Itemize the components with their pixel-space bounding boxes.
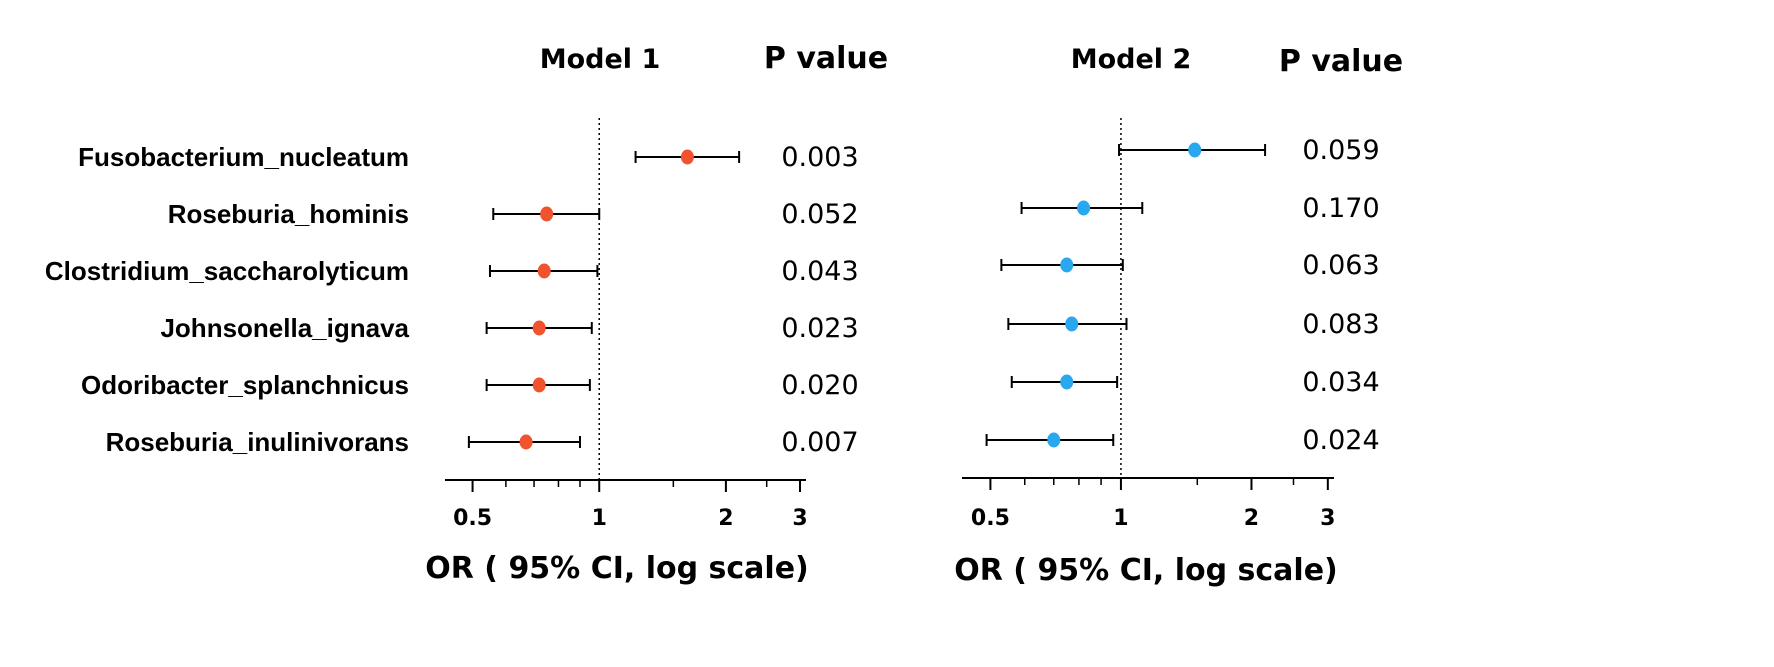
model-2-p-value-header: P value xyxy=(1279,44,1403,79)
model-2-p-value-roseburia-inulinivorans: 0.024 xyxy=(1302,425,1379,456)
model-1-or-point-roseburia-hominis xyxy=(540,206,554,222)
model-2-or-point-roseburia-inulinivorans xyxy=(1047,432,1061,448)
model-1-or-point-fusobacterium-nucleatum xyxy=(680,149,694,165)
model-1-x-axis-label: OR ( 95% CI, log scale) xyxy=(425,551,809,586)
model-2-or-point-roseburia-hominis xyxy=(1077,200,1091,216)
model-1-tick-label: 2 xyxy=(718,506,733,531)
model-2-p-value-clostridium-saccharolyticum: 0.063 xyxy=(1302,250,1379,281)
model-1-p-value-fusobacterium-nucleatum: 0.003 xyxy=(781,142,858,173)
model-1-title: Model 1 xyxy=(540,44,661,75)
model-2-tick-label: 3 xyxy=(1320,506,1335,531)
model-1-p-value-clostridium-saccharolyticum: 0.043 xyxy=(781,256,858,287)
model-1-p-value-odoribacter-splanchnicus: 0.020 xyxy=(781,370,858,401)
model-1-tick-label: 1 xyxy=(592,506,607,531)
model-1-or-point-johnsonella-ignava xyxy=(532,320,546,336)
row-label-clostridium-saccharolyticum: Clostridium_saccharolyticum xyxy=(45,256,409,286)
row-label-fusobacterium-nucleatum: Fusobacterium_nucleatum xyxy=(78,142,409,172)
model-1-or-point-clostridium-saccharolyticum xyxy=(537,263,551,279)
model-2-p-value-fusobacterium-nucleatum: 0.059 xyxy=(1302,135,1379,166)
model-2-or-point-clostridium-saccharolyticum xyxy=(1060,257,1074,273)
model-1-p-value-header: P value xyxy=(764,41,888,76)
model-2-p-value-odoribacter-splanchnicus: 0.034 xyxy=(1302,367,1379,398)
model-2-or-point-odoribacter-splanchnicus xyxy=(1060,374,1074,390)
model-2-title: Model 2 xyxy=(1071,44,1192,75)
model-2-tick-label: 0.5 xyxy=(971,506,1010,531)
model-1-p-value-roseburia-hominis: 0.052 xyxy=(781,199,858,230)
model-2-tick-label: 1 xyxy=(1113,506,1128,531)
model-1-or-point-roseburia-inulinivorans xyxy=(519,434,533,450)
row-label-johnsonella-ignava: Johnsonella_ignava xyxy=(160,313,409,343)
model-2-p-value-roseburia-hominis: 0.170 xyxy=(1302,193,1379,224)
model-2-or-point-johnsonella-ignava xyxy=(1065,316,1079,332)
model-2-x-axis-label: OR ( 95% CI, log scale) xyxy=(954,553,1338,588)
row-label-roseburia-inulinivorans: Roseburia_inulinivorans xyxy=(106,427,409,457)
model-1-p-value-johnsonella-ignava: 0.023 xyxy=(781,313,858,344)
model-1-tick-label: 0.5 xyxy=(453,506,492,531)
model-1-or-point-odoribacter-splanchnicus xyxy=(532,377,546,393)
model-1-tick-label: 3 xyxy=(792,506,807,531)
row-label-odoribacter-splanchnicus: Odoribacter_splanchnicus xyxy=(81,370,409,400)
model-2-tick-label: 2 xyxy=(1244,506,1259,531)
model-1-p-value-roseburia-inulinivorans: 0.007 xyxy=(781,427,858,458)
model-2-or-point-fusobacterium-nucleatum xyxy=(1188,142,1202,158)
row-label-roseburia-hominis: Roseburia_hominis xyxy=(168,199,409,229)
model-2-p-value-johnsonella-ignava: 0.083 xyxy=(1302,309,1379,340)
